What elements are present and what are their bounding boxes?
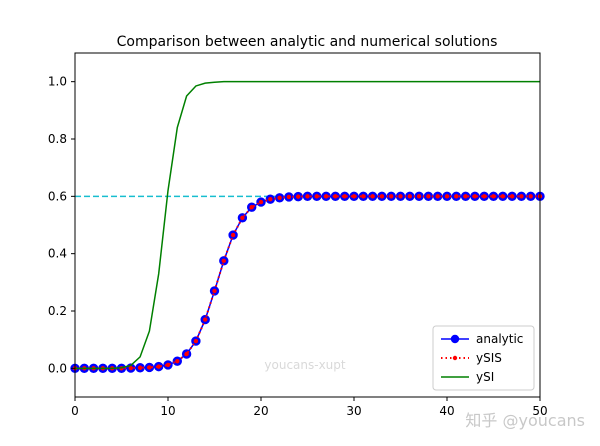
ysis-point <box>472 194 478 199</box>
ysis-point <box>491 194 496 199</box>
ysis-point <box>230 232 236 238</box>
ysis-point <box>258 199 264 205</box>
ysis-point <box>156 364 161 369</box>
ysi-series-line <box>75 80 540 370</box>
ysis-point <box>509 194 515 199</box>
ysis-point <box>454 194 459 199</box>
ysis-point <box>426 194 431 199</box>
ysis-point <box>137 365 143 370</box>
ysis-point <box>407 194 412 199</box>
ysis-point <box>398 194 403 199</box>
legend-marker <box>450 334 460 344</box>
ysis-point <box>323 194 329 199</box>
ysis-point <box>286 194 292 200</box>
legend-label: ySI <box>476 370 494 384</box>
y-axis: 0.0 0.2 0.4 0.6 0.8 1.0 <box>48 75 75 375</box>
ysis-point <box>203 317 208 322</box>
x-tick-label: 40 <box>439 404 454 418</box>
x-tick-label: 20 <box>253 404 268 418</box>
ysis-point <box>444 194 450 199</box>
ysis-point <box>435 194 440 199</box>
ysis-point <box>212 288 217 294</box>
ysis-point <box>528 194 533 199</box>
ysi-series <box>75 80 540 370</box>
ysis-point <box>277 195 282 200</box>
x-tick-label: 50 <box>532 404 547 418</box>
legend: analytic ySIS ySI <box>432 325 535 391</box>
y-tick-label: 0.0 <box>48 361 67 375</box>
x-tick-label: 30 <box>346 404 361 418</box>
ysis-point <box>519 194 524 199</box>
ysis-point <box>128 365 133 371</box>
ysis-point <box>389 194 394 199</box>
ysis-series <box>72 194 543 371</box>
y-tick-label: 1.0 <box>48 75 67 89</box>
ysis-point <box>147 365 152 370</box>
legend-label: analytic <box>476 332 523 346</box>
ysis-point <box>175 358 180 364</box>
y-tick-label: 0.2 <box>48 304 67 318</box>
y-tick-label: 0.6 <box>48 189 67 203</box>
y-tick-label: 0.8 <box>48 132 67 146</box>
legend-entry-ysi: ySI <box>441 370 494 384</box>
ysis-point <box>314 194 319 199</box>
center-watermark: youcans-xupt <box>264 358 346 372</box>
ysis-point <box>416 194 422 199</box>
y-tick-label: 0.4 <box>48 247 67 261</box>
legend-entry-analytic: analytic <box>441 332 523 346</box>
legend-label: ySIS <box>476 351 502 365</box>
x-axis: 0 10 20 30 40 50 <box>71 397 548 418</box>
ysis-point <box>379 194 385 199</box>
ysis-point <box>500 194 505 199</box>
plot-area <box>70 80 545 374</box>
ysis-point <box>351 194 357 199</box>
x-tick-label: 10 <box>160 404 175 418</box>
ysis-point <box>221 258 226 264</box>
x-tick-label: 0 <box>71 404 79 418</box>
ysis-series-line <box>75 195 540 370</box>
ysis-point <box>361 194 366 199</box>
ysis-point <box>193 338 199 344</box>
ysis-point <box>482 194 487 199</box>
ysis-point <box>463 194 468 199</box>
legend-box <box>432 325 535 391</box>
ysis-point <box>249 205 254 210</box>
legend-marker <box>452 355 458 361</box>
chart-title: Comparison between analytic and numerica… <box>117 34 498 50</box>
ysis-point <box>342 194 347 199</box>
ysis-point <box>333 194 338 199</box>
plot-frame <box>74 52 541 398</box>
ysis-point <box>296 194 301 199</box>
ysis-point <box>268 197 273 202</box>
corner-watermark: 知乎 @youcans <box>465 411 585 430</box>
ysis-point <box>184 351 189 357</box>
ysis-point <box>370 194 375 199</box>
ysis-point <box>165 362 171 368</box>
ysis-point <box>305 194 310 199</box>
legend-entry-ysis: ySIS <box>441 351 502 365</box>
ysis-point <box>240 215 245 221</box>
